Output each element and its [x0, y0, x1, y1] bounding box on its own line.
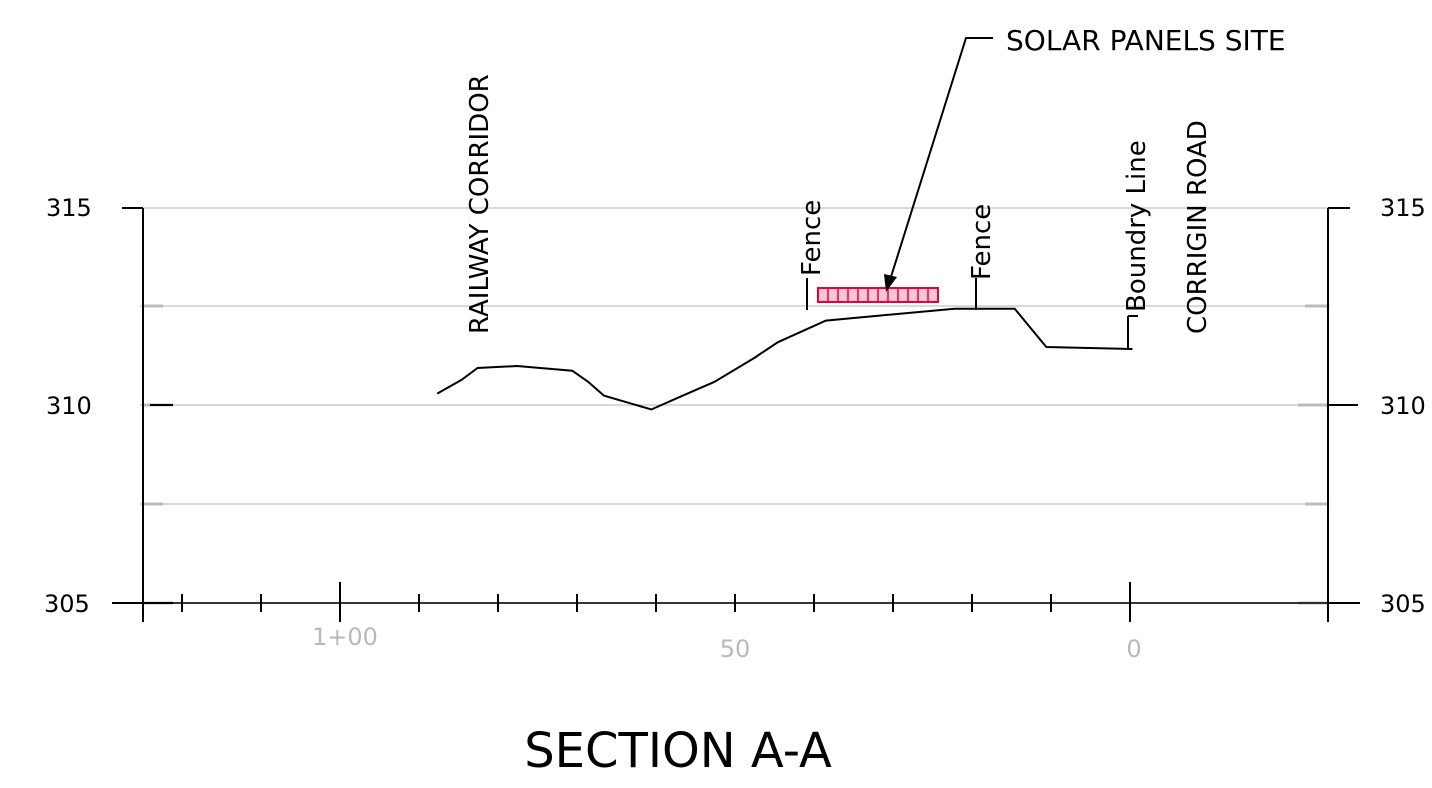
elev-label-right-315: 315 — [1380, 194, 1426, 222]
elev-label-right-310: 310 — [1380, 392, 1426, 420]
fence-posts — [806, 278, 1138, 350]
ground-profile-line — [436, 307, 1133, 411]
solar-site-label: SOLAR PANELS SITE — [1006, 24, 1286, 57]
elev-label-left-305: 305 — [44, 590, 90, 618]
solar-leader — [884, 37, 993, 292]
chainage-label-100: 1+00 — [312, 623, 378, 651]
railway-corridor-label: RAILWAY CORRIDOR — [465, 74, 495, 334]
elev-label-left-315: 315 — [46, 194, 92, 222]
leader-line — [889, 37, 993, 281]
elev-label-left-310: 310 — [46, 392, 92, 420]
chainage-label-0: 0 — [1126, 635, 1141, 663]
frame — [112, 207, 1360, 622]
fence-right-label: Fence — [967, 204, 997, 280]
solar-panels — [817, 287, 939, 303]
chainage-ticks — [181, 582, 1131, 622]
leader-arrowhead — [884, 274, 897, 292]
grid-ends — [143, 304, 1328, 605]
corrigin-road-label: CORRIGIN ROAD — [1183, 120, 1213, 334]
fence-left-label: Fence — [797, 200, 827, 276]
elev-label-right-305: 305 — [1380, 590, 1426, 618]
chainage-label-50: 50 — [720, 635, 751, 663]
boundary-line-label: Boundry Line — [1122, 140, 1152, 312]
section-title: SECTION A-A — [524, 723, 832, 779]
